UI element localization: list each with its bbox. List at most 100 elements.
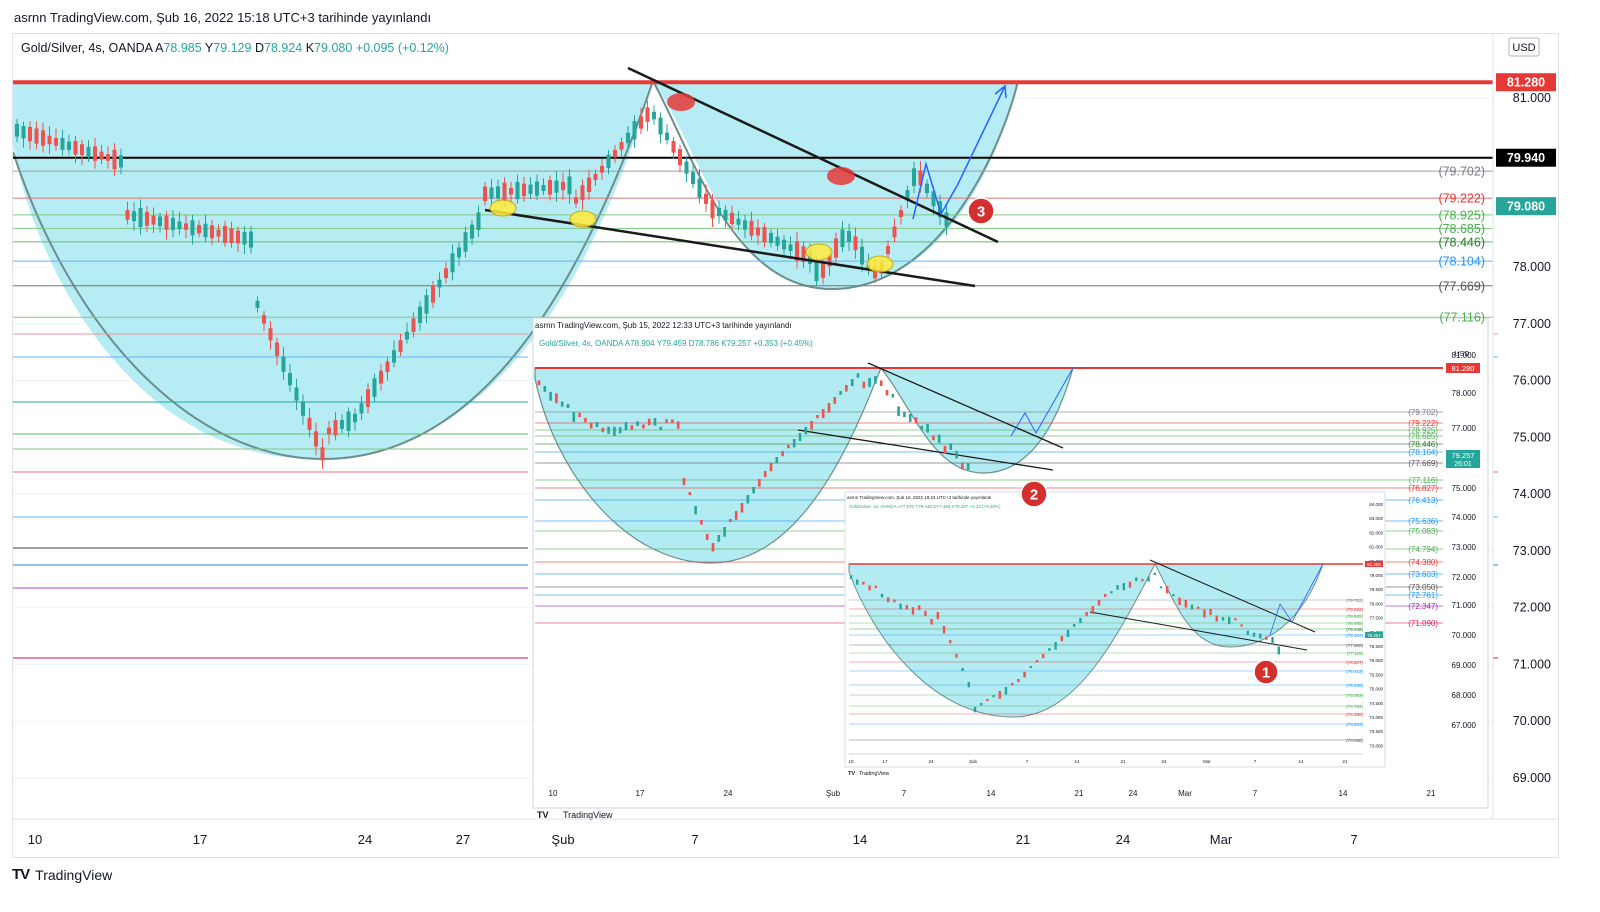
time-axis-tick: 14	[853, 832, 867, 847]
inset-2-price-label: (78.685)	[1346, 621, 1363, 626]
marker-2-label: 2	[1030, 486, 1038, 503]
candle-body	[918, 170, 923, 186]
inset-1-y-tick: 74.000	[1452, 513, 1477, 522]
price-level-label: (78.685)	[1438, 222, 1485, 236]
inset-1-candle	[717, 535, 721, 542]
inset-2-candle	[1277, 646, 1280, 655]
inset-1-candle	[758, 479, 761, 487]
inset-2-price-label: (75.083)	[1346, 693, 1363, 698]
chart-frame[interactable]: asrnn TradingView.com, Şub 15, 2022 12:3…	[12, 33, 1559, 858]
inset-1-y-tick: 75.000	[1452, 484, 1477, 493]
inset-2-price-label: (78.925)	[1346, 614, 1363, 619]
candle-body	[769, 232, 773, 244]
price-axis-tick: 77.000	[1513, 317, 1551, 331]
candle-body	[678, 149, 682, 166]
inset-1-price-label: (75.083)	[1408, 527, 1438, 536]
candle-body	[67, 141, 71, 150]
candle-body	[756, 227, 760, 236]
candle-body	[535, 181, 539, 196]
inset-1-candle	[636, 421, 639, 426]
candle-body	[392, 350, 396, 363]
candle-body	[372, 378, 377, 397]
symbol-line-part: D	[255, 41, 264, 55]
time-axis-tick: 24	[358, 832, 372, 847]
inset-2-candle	[1271, 637, 1274, 645]
candle-body	[834, 238, 838, 258]
candle-body	[489, 187, 494, 199]
candle-body	[509, 187, 513, 195]
inset-1-price-label: (73.050)	[1408, 583, 1438, 592]
inset-1-candle	[879, 380, 883, 386]
inset-1-x-tick: 17	[636, 789, 645, 798]
inset-1-candle	[932, 435, 935, 441]
inset-2-candle	[1116, 585, 1119, 590]
inset-2-price-label: (78.104)	[1346, 633, 1363, 638]
inset-2-y-tick: 79.000	[1369, 573, 1383, 578]
inset-1-candle	[630, 425, 634, 430]
inset-1-candle	[688, 492, 692, 496]
inset-2-candle	[1147, 576, 1150, 582]
inset-2-candle	[905, 605, 908, 610]
candle-body	[606, 154, 611, 169]
candle-body	[158, 216, 162, 227]
inset-1-candle	[937, 434, 941, 443]
inset-2-candle	[1221, 617, 1225, 621]
inset-1-candle	[659, 426, 663, 431]
candle-body	[15, 123, 19, 137]
price-axis-tick: 71.000	[1513, 657, 1551, 671]
candle-body	[93, 146, 97, 161]
inset-1-candle	[601, 427, 605, 433]
inset-2-y-tick: 76.000	[1369, 658, 1383, 663]
inset-1-y-tick: 69.000	[1452, 661, 1477, 670]
inset-2-price-label: (77.116)	[1347, 651, 1364, 656]
top-marker	[667, 93, 695, 111]
candle-body	[177, 221, 182, 230]
inset-2-x-tick: Mar	[1203, 759, 1211, 764]
candle-body	[431, 285, 435, 303]
candle-body	[717, 207, 721, 217]
inset-1-price-label: (71.090)	[1408, 619, 1438, 628]
candle-body	[483, 186, 487, 202]
candle-body	[262, 314, 266, 324]
inset-2-y-tick: 83.000	[1369, 516, 1383, 521]
inset-1-candle	[607, 426, 610, 434]
inset-1-candle	[833, 397, 837, 404]
candle-body	[645, 107, 650, 122]
inset-1-candle	[775, 457, 779, 464]
candle-body	[665, 132, 669, 141]
candle-body	[106, 154, 110, 161]
inset-2-y-tick: 75.000	[1369, 687, 1383, 692]
inset-1-current-price: 79.257	[1452, 451, 1475, 460]
inset-1-candle	[566, 403, 570, 409]
inset-2-cup	[848, 562, 1324, 718]
candle-body	[379, 370, 383, 384]
inset-1-candle	[868, 377, 871, 387]
inset-2-candle	[1184, 599, 1187, 608]
inset-2-candle	[1097, 600, 1101, 606]
candle-body	[684, 161, 689, 174]
candle-body	[814, 261, 819, 282]
price-badge	[1496, 197, 1556, 216]
inset-2-candle	[1215, 615, 1218, 622]
inset-1-current-timer: 26:01	[1454, 461, 1472, 468]
inset-2-price-label: (76.827)	[1346, 660, 1363, 665]
inset-1-candle	[723, 527, 726, 537]
inset-1-candle	[885, 389, 889, 396]
inset-1-candle	[862, 381, 866, 389]
inset-1-price-label: (78.104)	[1408, 448, 1438, 457]
inset-2-price-label: (76.413)	[1346, 669, 1363, 674]
candle-body	[567, 176, 572, 195]
inset-2-candle	[893, 599, 896, 603]
candle-body	[41, 130, 45, 146]
inset-1-candle	[578, 412, 581, 418]
inset-1-candle	[694, 506, 697, 515]
main-chart[interactable]: asrnn TradingView.com, Şub 15, 2022 12:3…	[13, 34, 1558, 857]
inset-1-price-label: (78.446)	[1408, 440, 1438, 449]
symbol-line-part: 78.924	[264, 41, 306, 55]
symbol-line-part: A	[155, 41, 164, 55]
inset-2-x-tick: 14	[1298, 759, 1304, 764]
inset-1-candle	[584, 417, 587, 423]
inset-2-candle	[1004, 687, 1008, 695]
candle-body	[444, 268, 448, 279]
inset-1-candle	[827, 403, 831, 413]
